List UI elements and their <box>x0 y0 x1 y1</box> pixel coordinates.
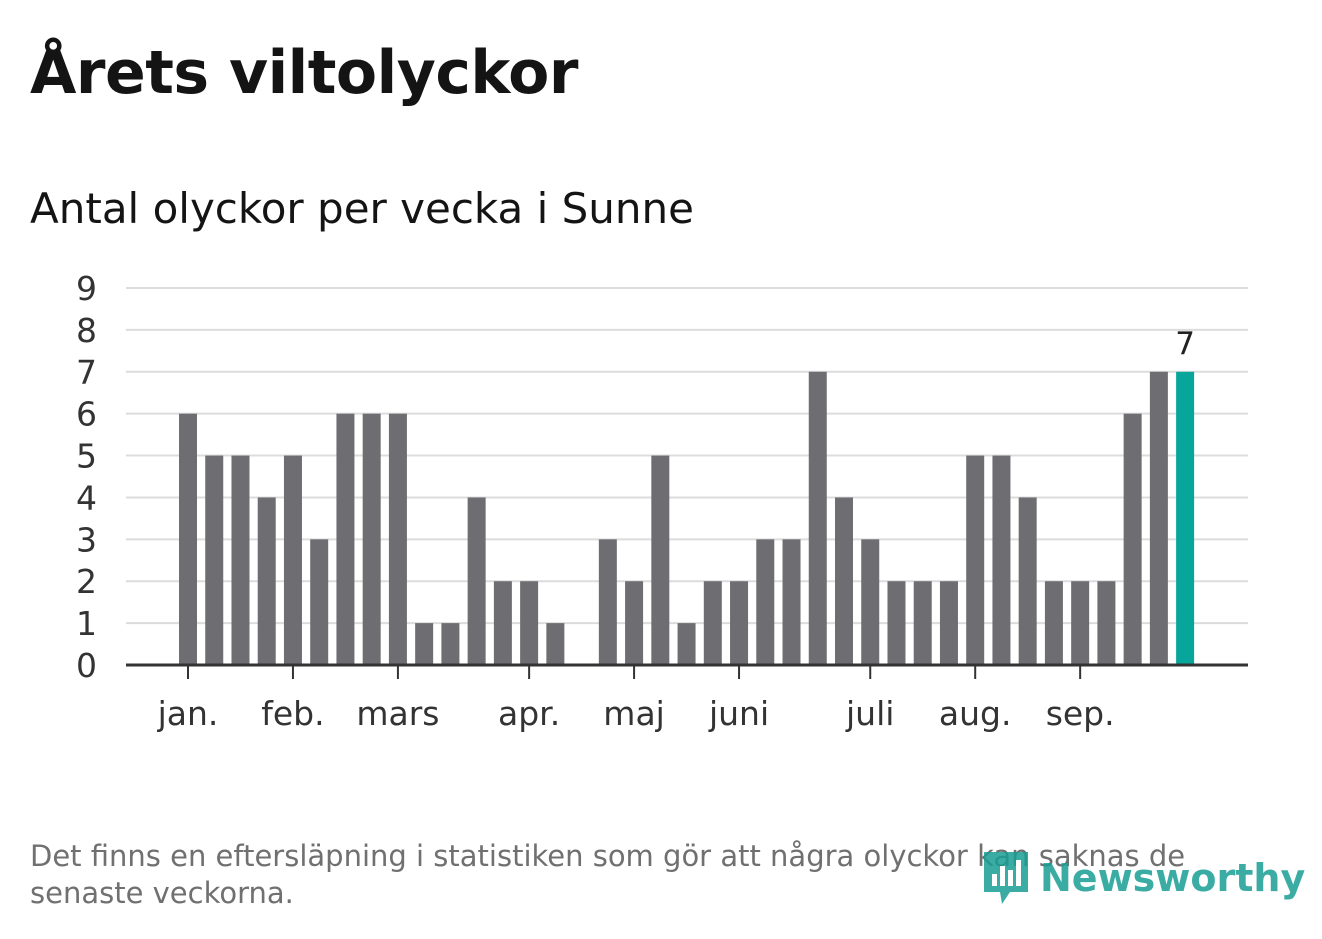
bar <box>179 413 197 665</box>
bar <box>467 497 486 665</box>
x-tick-label: sep. <box>1046 694 1115 733</box>
bar <box>598 539 617 665</box>
y-tick-label: 0 <box>76 646 97 685</box>
bar <box>730 581 749 665</box>
y-tick-label: 4 <box>76 478 97 517</box>
bar <box>1018 497 1037 665</box>
bar <box>1149 371 1168 665</box>
y-tick-label: 8 <box>76 311 97 350</box>
y-tick-label: 5 <box>76 437 97 476</box>
bar <box>992 455 1011 665</box>
x-tick-label: apr. <box>498 694 560 733</box>
y-tick-label: 2 <box>76 562 97 601</box>
y-tick-label: 1 <box>76 604 97 643</box>
bar <box>441 623 460 665</box>
bar <box>703 581 722 665</box>
bar <box>1123 413 1142 665</box>
x-tick-label: maj <box>603 694 665 733</box>
x-tick-label: juli <box>845 694 894 733</box>
bar <box>520 581 539 665</box>
chart-subtitle: Antal olyckor per vecka i Sunne <box>30 184 694 233</box>
y-tick-label: 9 <box>76 269 97 308</box>
y-tick-label: 7 <box>76 353 97 392</box>
bar <box>283 455 302 665</box>
bar <box>205 455 224 665</box>
bar <box>1044 581 1063 665</box>
bar <box>257 497 276 665</box>
x-tick-label: mars <box>356 694 439 733</box>
highlighted-bar <box>1176 371 1195 665</box>
bar <box>939 581 958 665</box>
bar <box>493 581 512 665</box>
x-tick-label: juni <box>708 694 769 733</box>
x-tick-label: feb. <box>261 694 324 733</box>
bar-value-label: 7 <box>1175 326 1195 362</box>
bar <box>861 539 880 665</box>
bar <box>887 581 906 665</box>
bar <box>966 455 985 665</box>
bar <box>835 497 853 665</box>
logo-text: Newsworthy <box>1040 856 1306 900</box>
bar <box>231 455 250 665</box>
bar <box>913 581 932 665</box>
chart-title: Årets viltolyckor <box>30 38 579 108</box>
x-tick-label: aug. <box>939 694 1012 733</box>
bar <box>756 539 775 665</box>
bar <box>808 371 827 665</box>
bar <box>336 413 355 665</box>
y-tick-label: 6 <box>76 395 97 434</box>
bar <box>310 539 329 665</box>
y-tick-label: 3 <box>76 520 97 559</box>
bar <box>651 455 670 665</box>
bar <box>677 623 696 665</box>
bar <box>362 413 381 665</box>
bar <box>415 623 434 665</box>
x-tick-label: jan. <box>157 694 219 733</box>
bar <box>1097 581 1116 665</box>
bar-chart-speech-bubble-icon <box>984 852 1028 904</box>
newsworthy-logo: Newsworthy <box>980 848 1305 908</box>
bar <box>1071 581 1090 665</box>
bar <box>625 581 644 665</box>
bar <box>388 413 407 665</box>
bar <box>782 539 801 665</box>
bar <box>546 623 565 665</box>
